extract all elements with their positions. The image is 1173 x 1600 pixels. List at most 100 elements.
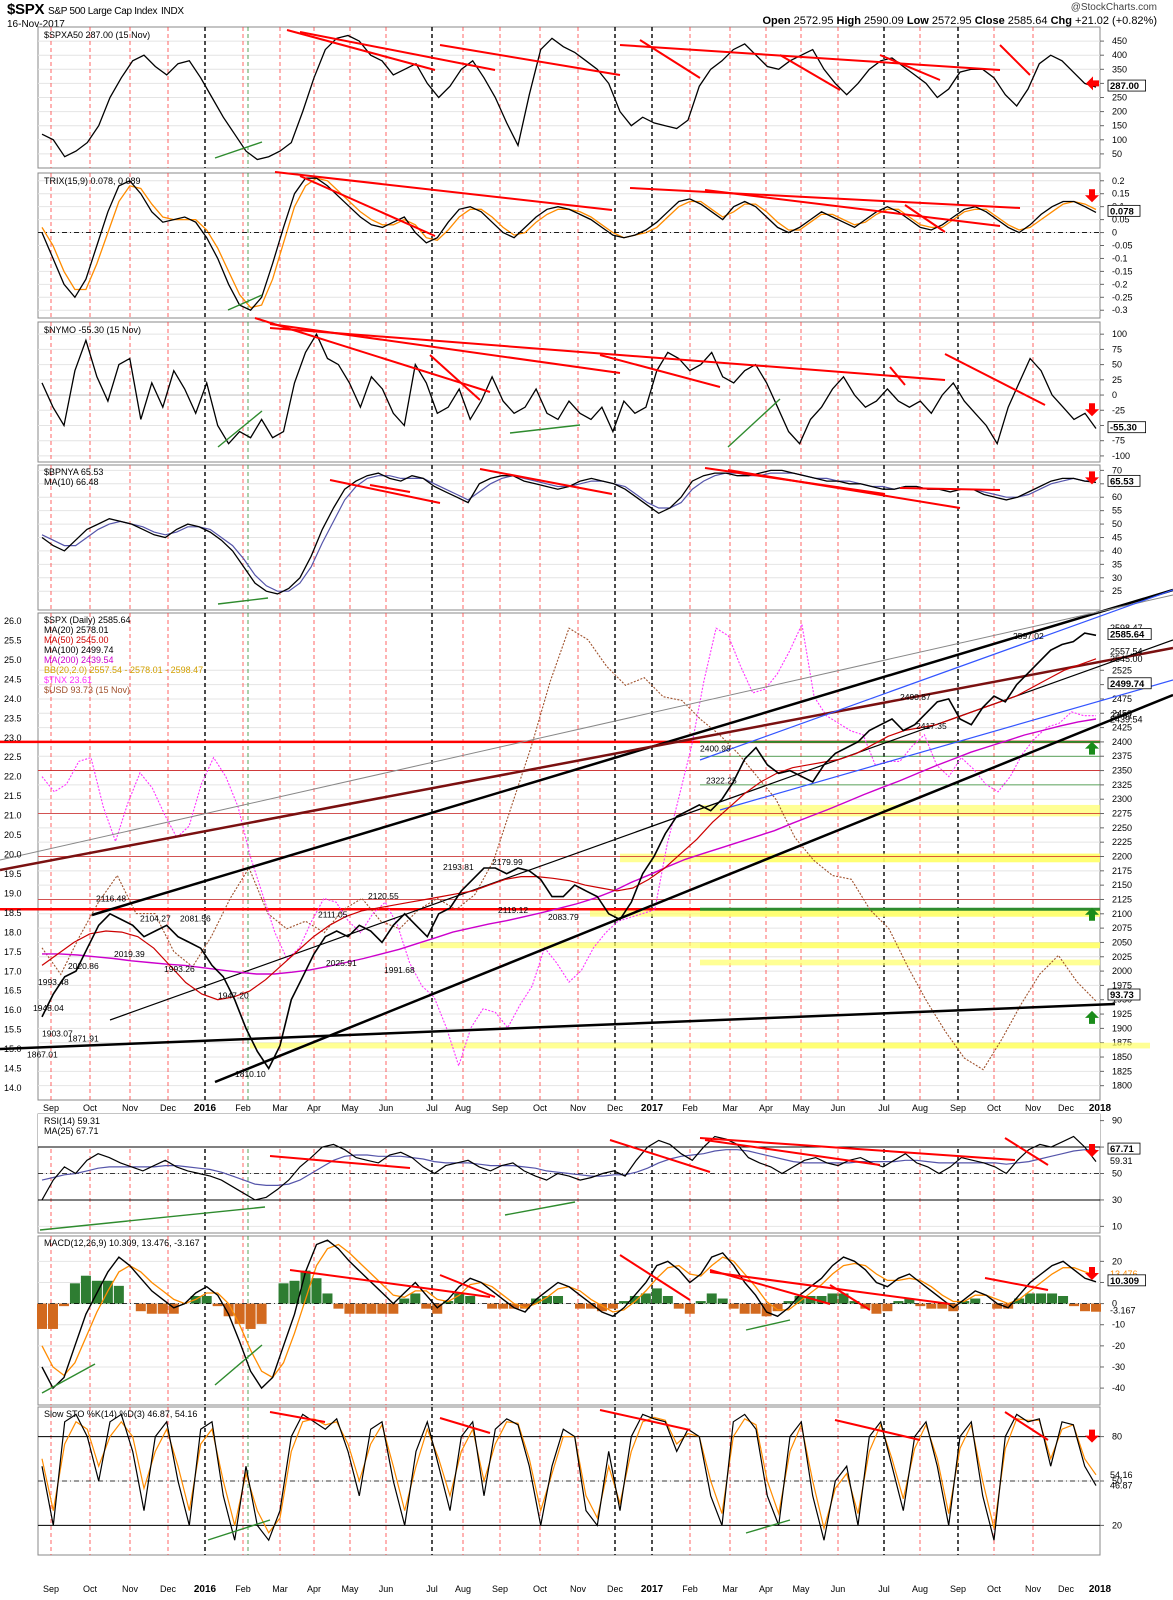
panel-sto: 80 50 20 Slow STO %K(14) %D(3) 46.87, 54.16… (37, 1406, 1133, 1556)
y-tick-label: 2450 (1112, 708, 1132, 718)
left-tick-label: 26.0 (4, 616, 22, 626)
y-tick-label: 1800 (1112, 1081, 1132, 1091)
price-label: 2019.39 (114, 949, 145, 959)
y-tick-label: 1850 (1112, 1052, 1132, 1062)
series-tnx (41, 622, 1096, 1068)
x-tick-label: 2016 (194, 1584, 217, 1595)
y-tick-label: 2525 (1112, 665, 1132, 675)
y-tick-label: 80 (1112, 1432, 1122, 1442)
price-label: 2193.81 (443, 862, 474, 872)
legend-nymo: $NYMO -55.30 (15 Nov) (44, 325, 141, 335)
y-tick-label: 20 (1112, 1520, 1122, 1530)
y-tick-label: 0.05 (1112, 215, 1130, 225)
macd-hist-bar (904, 1298, 915, 1304)
y-tick-label: 100 (1112, 329, 1127, 339)
chg-value: +21.02 (+0.82%) (1075, 15, 1157, 27)
price-label: 2490.87 (900, 692, 931, 702)
high-value: 2590.09 (864, 15, 904, 27)
macd-hist-bar (311, 1278, 322, 1304)
channel-line-blue (699, 589, 1173, 761)
trendline-red (1004, 1137, 1049, 1166)
y-tick-label: 50 (1112, 1476, 1122, 1486)
x-tick-label: Jul (878, 1103, 890, 1113)
y-tick-label: 2250 (1112, 823, 1132, 833)
trendline-green (41, 1363, 96, 1394)
panel-spx: 1800182518501875190019251950197520002025… (0, 588, 1173, 1101)
series-ma50 (41, 658, 1097, 1001)
trendline-red (704, 1139, 881, 1166)
y-tick-label: 2125 (1112, 894, 1132, 904)
rsi-overbought-zone (38, 1114, 1100, 1148)
last-value-spxa50-box (1107, 79, 1146, 92)
price-label: 2400.98 (700, 743, 731, 753)
macd-hist-bar (245, 1303, 256, 1329)
y-tick-label: 250 (1112, 93, 1127, 103)
legend-spx-item: MA(100) 2499.74 (44, 645, 114, 655)
x-tick-label: Dec (1058, 1103, 1075, 1113)
y-tick-label: 0.2 (1112, 176, 1125, 186)
trendline-green (217, 597, 269, 605)
y-tick-label: 2275 (1112, 809, 1132, 819)
y-tick-label: 60 (1112, 492, 1122, 502)
macd-hist-bar (443, 1301, 454, 1304)
channel-line-black (91, 588, 1173, 917)
x-tick-label: 2018 (1089, 1584, 1112, 1595)
y-tick-label: 45 (1112, 533, 1122, 543)
x-tick-label: Apr (307, 1584, 321, 1594)
y-tick-label: 50 (1112, 1169, 1122, 1179)
support-zone (590, 908, 1100, 917)
low-value: 2572.95 (931, 15, 972, 27)
legend-bpnya-ma: MA(10) 66.48 (44, 477, 99, 487)
ma-value-rsi-box (1107, 1142, 1141, 1155)
x-tick-label: Aug (455, 1584, 471, 1594)
y-tick-label: 25 (1112, 586, 1122, 596)
macd-hist-bar (201, 1295, 212, 1304)
ma-value-rsi: 67.71 (1110, 1144, 1134, 1155)
right-value-label-box (1107, 628, 1152, 640)
macd-hist-bar (80, 1275, 91, 1304)
macd-hist-bar (289, 1280, 300, 1304)
y-tick-label: 2100 (1112, 909, 1132, 919)
trendline-red (639, 39, 701, 79)
y-tick-label: -10 (1112, 1320, 1125, 1330)
y-tick-label: 90 (1112, 1116, 1122, 1126)
y-tick-label: 150 (1112, 121, 1127, 131)
x-tick-label: 2017 (641, 1584, 664, 1595)
low-label: Low (906, 15, 929, 27)
left-tick-label: 19.0 (4, 888, 22, 898)
arrow-up-icon (1085, 741, 1099, 755)
right-value-label: 2557.54 (1110, 647, 1143, 657)
x-tick-label: Jul (878, 1584, 890, 1594)
macd-hist-bar (58, 1303, 69, 1307)
x-tick-label: Nov (122, 1584, 139, 1594)
left-tick-label: 16.0 (4, 1005, 22, 1015)
y-tick-label: 50 (1112, 149, 1122, 159)
x-tick-label: 2018 (1089, 1103, 1112, 1114)
y-tick-label: 75 (1112, 344, 1122, 354)
left-tick-label: 16.5 (4, 986, 22, 996)
y-tick-label: 50 (1112, 519, 1122, 529)
x-tick-label: Apr (759, 1584, 773, 1594)
macd-hist-bar (783, 1301, 794, 1304)
y-tick-label: 10 (1112, 1221, 1122, 1231)
price-label: 1947.20 (218, 990, 249, 1000)
legend-spx-item: MA(20) 2578.01 (44, 625, 109, 635)
y-tick-label: 0.15 (1112, 189, 1130, 199)
x-tick-label: Nov (1025, 1584, 1042, 1594)
y-tick-label: 200 (1112, 107, 1127, 117)
trendline-red (429, 354, 481, 401)
x-tick-label: Dec (1058, 1584, 1075, 1594)
macd-hist-bar (498, 1303, 509, 1309)
x-tick-label: Aug (912, 1103, 928, 1113)
price-label: 1810.10 (235, 1069, 266, 1079)
macd-hist-bar (585, 1303, 596, 1309)
trendline-green (214, 1344, 263, 1386)
left-tick-label: 23.5 (4, 713, 22, 723)
x-tick-label: May (341, 1103, 359, 1113)
trendline-green (227, 294, 263, 311)
price-label: 2104.27 (140, 913, 171, 923)
trendline-red (779, 54, 841, 91)
price-label: 2179.99 (492, 857, 523, 867)
